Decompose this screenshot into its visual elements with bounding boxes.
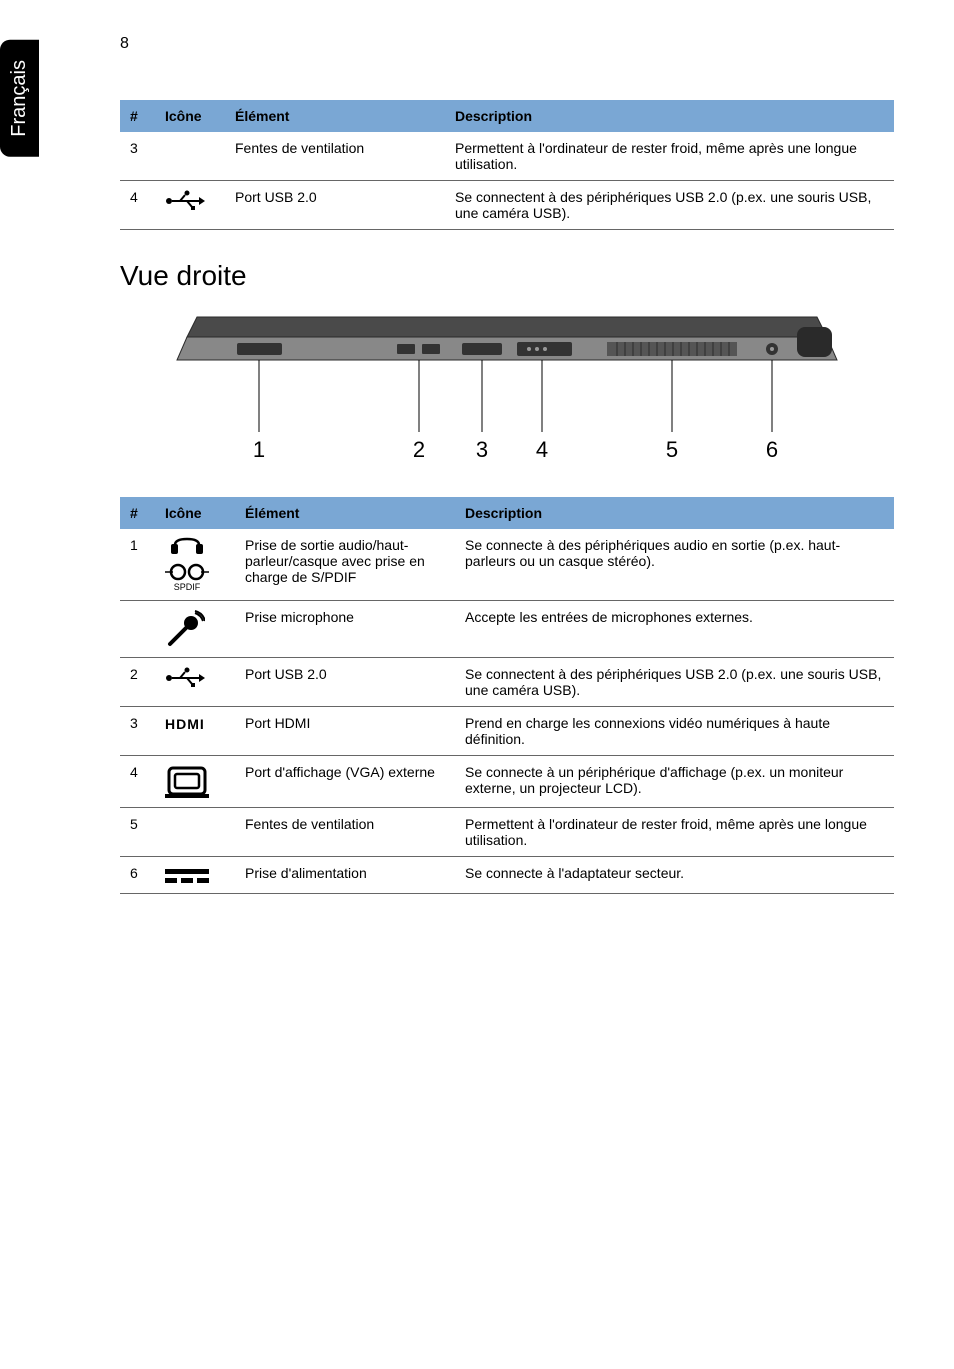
diagram-label-2: 2 bbox=[413, 437, 425, 462]
col-header-icon: Icône bbox=[155, 100, 225, 132]
diagram-label-4: 4 bbox=[536, 437, 548, 462]
diagram-label-1: 1 bbox=[253, 437, 265, 462]
table-row: 3 Fentes de ventilation Permettent à l'o… bbox=[120, 132, 894, 181]
col-header-description: Description bbox=[445, 100, 894, 132]
cell-description: Permettent à l'ordinateur de rester froi… bbox=[455, 808, 894, 857]
col-header-element: Élément bbox=[225, 100, 445, 132]
col-header-element: Élément bbox=[235, 497, 455, 529]
microphone-icon bbox=[155, 601, 235, 658]
cell-num: 3 bbox=[120, 132, 155, 181]
cell-num: 5 bbox=[120, 808, 155, 857]
cell-description: Permettent à l'ordinateur de rester froi… bbox=[445, 132, 894, 181]
table-row: Prise microphone Accepte les entrées de … bbox=[120, 601, 894, 658]
usb-icon bbox=[155, 181, 225, 230]
col-header-description: Description bbox=[455, 497, 894, 529]
table-row: 2 Port USB 2.0 Se connectent à des périp… bbox=[120, 658, 894, 707]
cell-icon-empty bbox=[155, 132, 225, 181]
cell-description: Prend en charge les connexions vidéo num… bbox=[455, 707, 894, 756]
section-title: Vue droite bbox=[120, 260, 894, 292]
diagram-label-3: 3 bbox=[476, 437, 488, 462]
usb-icon bbox=[155, 658, 235, 707]
page-number: 8 bbox=[120, 35, 129, 53]
cell-element: Port USB 2.0 bbox=[235, 658, 455, 707]
ports-table-right: # Icône Élément Description 1 bbox=[120, 497, 894, 894]
headphone-spdif-icon: SPDIF bbox=[155, 529, 235, 601]
vga-icon bbox=[155, 756, 235, 808]
cell-element: Prise d'alimentation bbox=[235, 857, 455, 894]
cell-element: Prise microphone bbox=[235, 601, 455, 658]
cell-num: 4 bbox=[120, 181, 155, 230]
language-side-tab: Français bbox=[0, 40, 39, 157]
table-row: 6 Prise d'alimentation Se connecte à l'a… bbox=[120, 857, 894, 894]
diagram-label-5: 5 bbox=[666, 437, 678, 462]
laptop-side-diagram: 1 2 3 4 5 6 bbox=[120, 312, 894, 477]
ports-table-top: # Icône Élément Description 3 Fentes de … bbox=[120, 100, 894, 230]
cell-element: Fentes de ventilation bbox=[225, 132, 445, 181]
table-row: 1 SPDIF Prise de sortie audio/haut-parle… bbox=[120, 529, 894, 601]
hdmi-icon: HDMI bbox=[155, 707, 235, 756]
cell-element: Port USB 2.0 bbox=[225, 181, 445, 230]
cell-num: 1 bbox=[120, 529, 155, 601]
col-header-icon: Icône bbox=[155, 497, 235, 529]
table-row: 5 Fentes de ventilation Permettent à l'o… bbox=[120, 808, 894, 857]
diagram-label-6: 6 bbox=[766, 437, 778, 462]
dc-in-icon bbox=[155, 857, 235, 894]
table-row: 4 Port USB 2.0 Se connectent à des périp… bbox=[120, 181, 894, 230]
table-row: 3 HDMI Port HDMI Prend en charge les con… bbox=[120, 707, 894, 756]
cell-num bbox=[120, 601, 155, 658]
svg-text:SPDIF: SPDIF bbox=[174, 582, 201, 592]
cell-icon-empty bbox=[155, 808, 235, 857]
svg-text:HDMI: HDMI bbox=[165, 716, 205, 732]
cell-element: Fentes de ventilation bbox=[235, 808, 455, 857]
col-header-num: # bbox=[120, 100, 155, 132]
cell-description: Se connectent à des périphériques USB 2.… bbox=[455, 658, 894, 707]
cell-element: Prise de sortie audio/haut-parleur/casqu… bbox=[235, 529, 455, 601]
table-row: 4 Port d'affichage (VGA) externe Se conn… bbox=[120, 756, 894, 808]
cell-description: Se connecte à un périphérique d'affichag… bbox=[455, 756, 894, 808]
cell-num: 3 bbox=[120, 707, 155, 756]
cell-num: 6 bbox=[120, 857, 155, 894]
main-content: # Icône Élément Description 3 Fentes de … bbox=[120, 100, 894, 894]
cell-description: Se connectent à des périphériques USB 2.… bbox=[445, 181, 894, 230]
cell-element: Port d'affichage (VGA) externe bbox=[235, 756, 455, 808]
cell-num: 4 bbox=[120, 756, 155, 808]
cell-num: 2 bbox=[120, 658, 155, 707]
cell-element: Port HDMI bbox=[235, 707, 455, 756]
cell-description: Se connecte à des périphériques audio en… bbox=[455, 529, 894, 601]
cell-description: Se connecte à l'adaptateur secteur. bbox=[455, 857, 894, 894]
col-header-num: # bbox=[120, 497, 155, 529]
cell-description: Accepte les entrées de microphones exter… bbox=[455, 601, 894, 658]
